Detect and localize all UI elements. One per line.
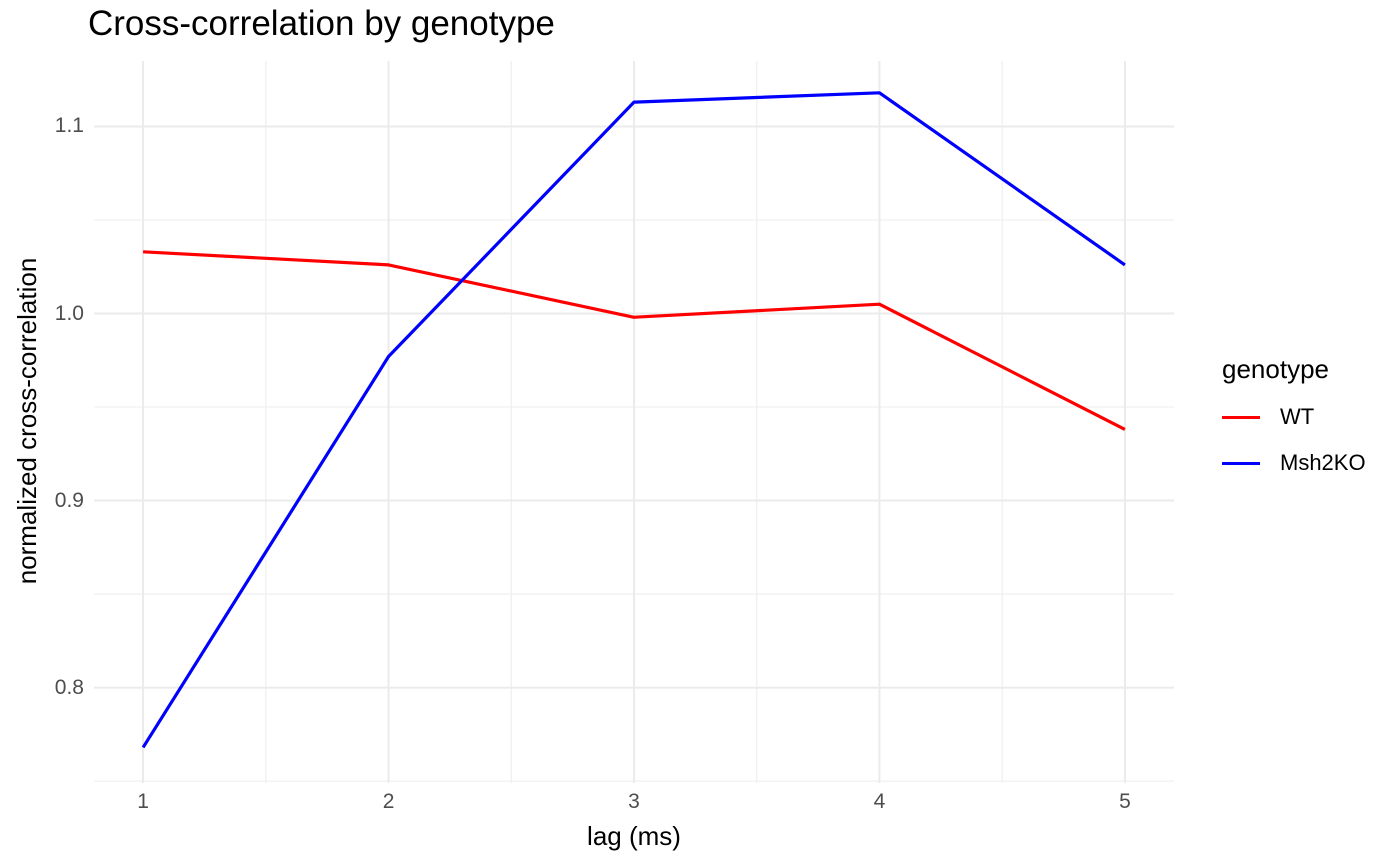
chart-title: Cross-correlation by genotype: [88, 4, 555, 43]
y-tick-label: 0.8: [54, 675, 84, 699]
y-tick-label: 1.1: [54, 114, 84, 138]
legend-item-label: WT: [1280, 404, 1315, 429]
y-axis-title: normalized cross-correlation: [12, 257, 42, 585]
legend-item: Msh2KO: [1222, 440, 1366, 486]
legend-key: [1222, 440, 1260, 486]
x-tick-label: 2: [382, 790, 395, 813]
x-axis-title: lag (ms): [587, 821, 681, 851]
legend-items: WT Msh2KO: [1222, 394, 1366, 486]
legend-item-label: Msh2KO: [1280, 450, 1366, 475]
x-tick-label: 3: [628, 790, 640, 813]
plot-panel: [94, 61, 1174, 783]
x-tick-label: 1: [137, 790, 149, 813]
x-tick-label: 5: [1119, 790, 1131, 813]
legend-item: WT: [1222, 394, 1366, 440]
plot-area: [94, 61, 1174, 783]
y-tick-label: 0.9: [54, 488, 84, 512]
legend-title: genotype: [1222, 354, 1329, 384]
series-line-wt: [143, 250, 1126, 431]
legend: genotype WT Msh2KO: [1222, 354, 1366, 486]
y-tick-label: 1.0: [54, 301, 84, 325]
x-tick-label: 4: [873, 790, 886, 813]
series-line-msh2ko: [141, 91, 1126, 749]
legend-key-line-icon: [1222, 461, 1260, 465]
legend-key-line-icon: [1222, 415, 1260, 419]
legend-key: [1222, 394, 1260, 440]
